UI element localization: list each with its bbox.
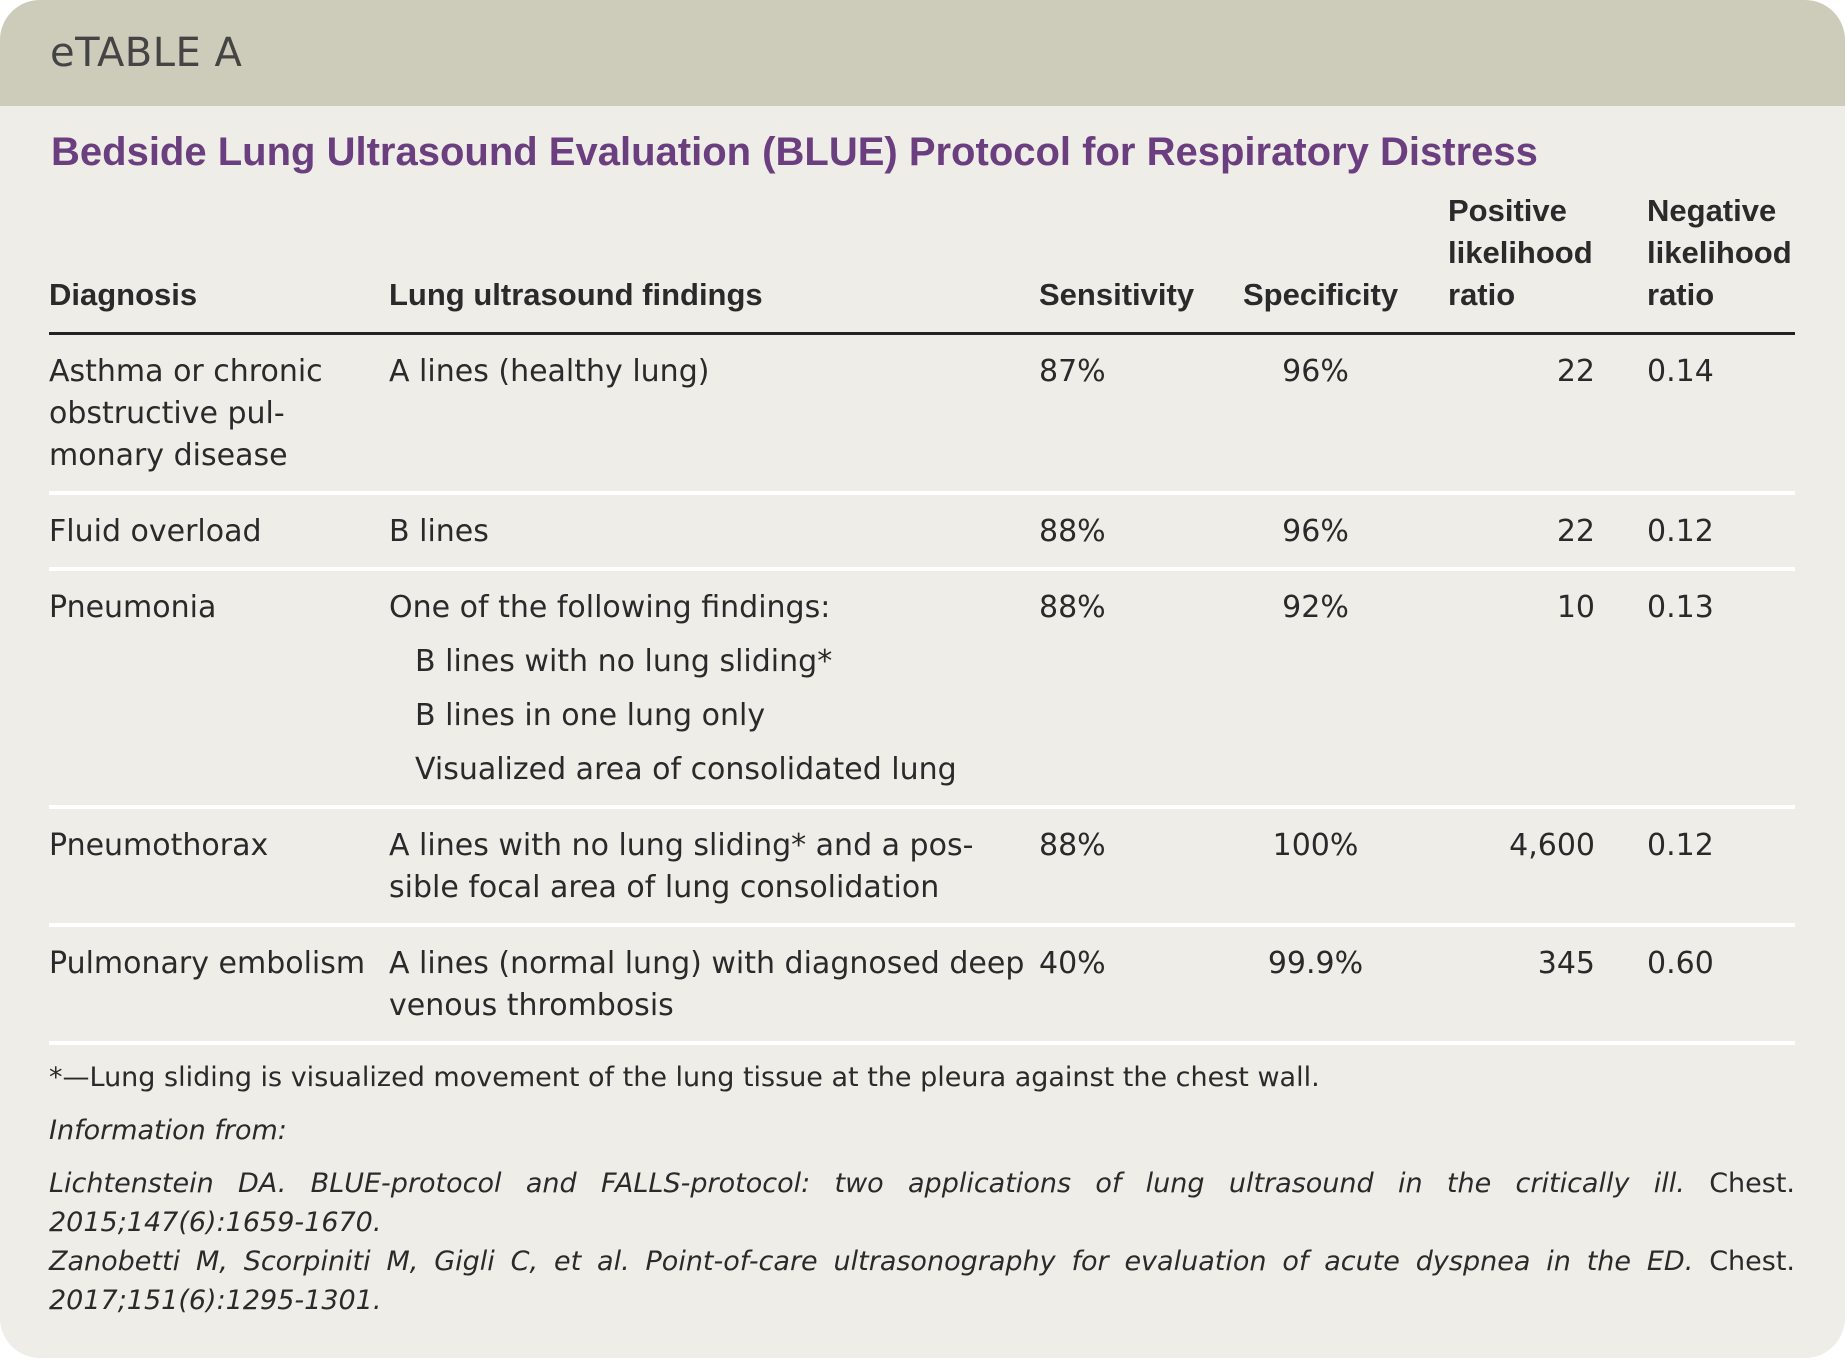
source-reference: Zanobetti M, Scorpiniti M, Gigli C, et a… (49, 1246, 1694, 1277)
table-row: Fluid overload B lines 88% 96% 22 0.12 (49, 493, 1795, 571)
cell-negative-lr: 0.60 (1647, 925, 1795, 1045)
cell-findings: A lines with no lung sliding* and a pos­… (389, 807, 1039, 927)
table-row: Pulmonary embolism A lines (normal lung) … (49, 925, 1795, 1045)
cell-text: 0.14 (1647, 354, 1714, 389)
cell-text: 345 (1537, 946, 1595, 981)
cell-text: Fluid overload (49, 514, 262, 549)
cell-findings: A lines (normal lung) with diagnosed dee… (389, 925, 1039, 1045)
cell-negative-lr: 0.14 (1647, 333, 1795, 495)
cell-findings: A lines (healthy lung) (389, 333, 1039, 495)
cell-text: 0.12 (1647, 514, 1714, 549)
cell-text: 4,600 (1509, 828, 1595, 863)
cell-negative-lr: 0.12 (1647, 493, 1795, 571)
cell-findings: B lines (389, 493, 1039, 571)
source-citation: Zanobetti M, Scorpiniti M, Gigli C, et a… (49, 1242, 1795, 1320)
cell-text: 87% (1039, 354, 1106, 389)
table-label: eTABLE A (50, 30, 243, 76)
cell-diagnosis: Pneumothorax (49, 807, 389, 927)
cell-text: 100% (1272, 828, 1359, 863)
cell-positive-lr: 4,600 (1448, 807, 1647, 927)
cell-text: 92% (1282, 590, 1349, 625)
column-header: Sensitivity (1039, 190, 1243, 335)
source-reference: Lichtenstein DA. BLUE-protocol and FALLS… (49, 1168, 1685, 1199)
table-row: Asthma or chronic obstructive pul­monary… (49, 333, 1795, 495)
column-header: Positive likelihood ratio (1448, 190, 1647, 335)
cell-positive-lr: 345 (1448, 925, 1647, 1045)
cell-positive-lr: 22 (1448, 493, 1647, 571)
cell-text: 88% (1039, 590, 1106, 625)
source-journal: Chest. (1709, 1246, 1795, 1277)
cell-diagnosis: Pneumonia (49, 569, 389, 809)
header-row: Diagnosis Lung ultrasound findings Sensiti… (49, 190, 1795, 335)
cell-text: A lines (healthy lung) (389, 354, 710, 389)
footnote: *—Lung sliding is visualized movement of… (49, 1062, 1320, 1093)
cell-sensitivity: 88% (1039, 807, 1243, 927)
sources-heading-text: Information from: (49, 1115, 287, 1146)
cell-text: 88% (1039, 828, 1106, 863)
column-header: Lung ultrasound findings (389, 190, 1039, 335)
source-citation-detail: 2017;151(6):1295-1301. (49, 1285, 382, 1316)
finding-item: B lines in one lung only (415, 698, 766, 733)
finding-item: B lines with no lung sliding* (415, 644, 833, 679)
cell-diagnosis: Pulmonary embolism (49, 925, 389, 1045)
cell-specificity: 92% (1243, 569, 1448, 809)
cell-specificity: 96% (1243, 333, 1448, 495)
cell-text: 0.13 (1647, 590, 1714, 625)
sources: Lichtenstein DA. BLUE-protocol and FALLS… (49, 1164, 1795, 1320)
source-citation: Lichtenstein DA. BLUE-protocol and FALLS… (49, 1164, 1795, 1242)
cell-text: 10 (1556, 590, 1595, 625)
table-row: Pneumothorax A lines with no lung sliding… (49, 807, 1795, 927)
cell-text: Pulmonary embolism (49, 946, 366, 981)
cell-text: One of the following findings: (389, 590, 831, 625)
cell-negative-lr: 0.13 (1647, 569, 1795, 809)
cell-text: 22 (1556, 514, 1595, 549)
column-header: Negative likelihood ratio (1647, 190, 1795, 335)
sources-heading: Information from: (49, 1111, 1795, 1150)
table-row: Pneumonia One of the following findings: B… (49, 569, 1795, 809)
cell-positive-lr: 10 (1448, 569, 1647, 809)
column-header: Diagnosis (49, 190, 389, 335)
data-table: Diagnosis Lung ultrasound findings Sensiti… (49, 190, 1795, 1045)
cell-specificity: 100% (1243, 807, 1448, 927)
table-title: Bedside Lung Ultrasound Evaluation (BLUE… (51, 130, 1538, 174)
cell-specificity: 99.9% (1243, 925, 1448, 1045)
column-header: Specificity (1243, 190, 1448, 335)
cell-text: 96% (1282, 514, 1349, 549)
cell-text: 40% (1039, 946, 1106, 981)
cell-diagnosis: Asthma or chronic obstructive pul­monary… (49, 333, 389, 495)
cell-sensitivity: 87% (1039, 333, 1243, 495)
finding-item: Visualized area of consolidated lung (415, 752, 957, 787)
cell-text: A lines with no lung sliding* and a pos­… (389, 828, 974, 905)
cell-negative-lr: 0.12 (1647, 807, 1795, 927)
cell-positive-lr: 22 (1448, 333, 1647, 495)
cell-text: 88% (1039, 514, 1106, 549)
cell-text: 0.12 (1647, 828, 1714, 863)
cell-text: 99.9% (1267, 946, 1364, 981)
cell-text: A lines (normal lung) with diagnosed dee… (389, 946, 1025, 1023)
header-band: eTABLE A (0, 0, 1845, 106)
cell-text: 22 (1556, 354, 1595, 389)
cell-text: 96% (1282, 354, 1349, 389)
cell-findings: One of the following findings: B lines wi… (389, 569, 1039, 809)
cell-text: B lines (389, 514, 489, 549)
source-citation-detail: 2015;147(6):1659-1670. (49, 1207, 382, 1238)
cell-sensitivity: 88% (1039, 569, 1243, 809)
cell-text: 0.60 (1647, 946, 1714, 981)
cell-diagnosis: Fluid overload (49, 493, 389, 571)
cell-specificity: 96% (1243, 493, 1448, 571)
cell-text: Pneumonia (49, 590, 217, 625)
notes: *—Lung sliding is visualized movement of… (49, 1058, 1795, 1320)
cell-sensitivity: 40% (1039, 925, 1243, 1045)
source-journal: Chest. (1709, 1168, 1795, 1199)
cell-text: Asthma or chronic obstructive pul­monary… (49, 354, 323, 473)
cell-sensitivity: 88% (1039, 493, 1243, 571)
cell-text: Pneumothorax (49, 828, 269, 863)
